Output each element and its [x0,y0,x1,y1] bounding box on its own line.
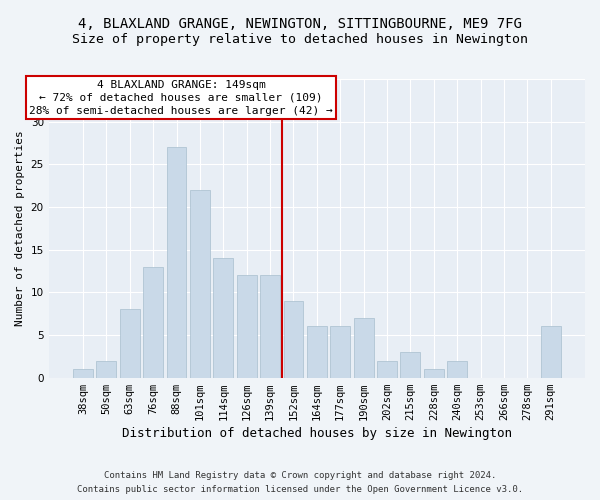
Bar [353,318,374,378]
Text: 4, BLAXLAND GRANGE, NEWINGTON, SITTINGBOURNE, ME9 7FG: 4, BLAXLAND GRANGE, NEWINGTON, SITTINGBO… [78,18,522,32]
Text: Contains HM Land Registry data © Crown copyright and database right 2024.: Contains HM Land Registry data © Crown c… [104,472,496,480]
Bar [330,326,350,378]
Bar [237,276,257,378]
Bar [307,326,327,378]
Bar [73,369,93,378]
Bar [120,310,140,378]
Bar [284,301,304,378]
X-axis label: Distribution of detached houses by size in Newington: Distribution of detached houses by size … [122,427,512,440]
Bar [447,360,467,378]
Y-axis label: Number of detached properties: Number of detached properties [15,130,25,326]
Text: Size of property relative to detached houses in Newington: Size of property relative to detached ho… [72,32,528,46]
Bar [97,360,116,378]
Bar [400,352,421,378]
Bar [424,369,443,378]
Bar [260,276,280,378]
Bar [167,148,187,378]
Text: Contains public sector information licensed under the Open Government Licence v3: Contains public sector information licen… [77,484,523,494]
Bar [214,258,233,378]
Bar [377,360,397,378]
Bar [190,190,210,378]
Bar [541,326,560,378]
Text: 4 BLAXLAND GRANGE: 149sqm
← 72% of detached houses are smaller (109)
28% of semi: 4 BLAXLAND GRANGE: 149sqm ← 72% of detac… [29,80,333,116]
Bar [143,267,163,378]
